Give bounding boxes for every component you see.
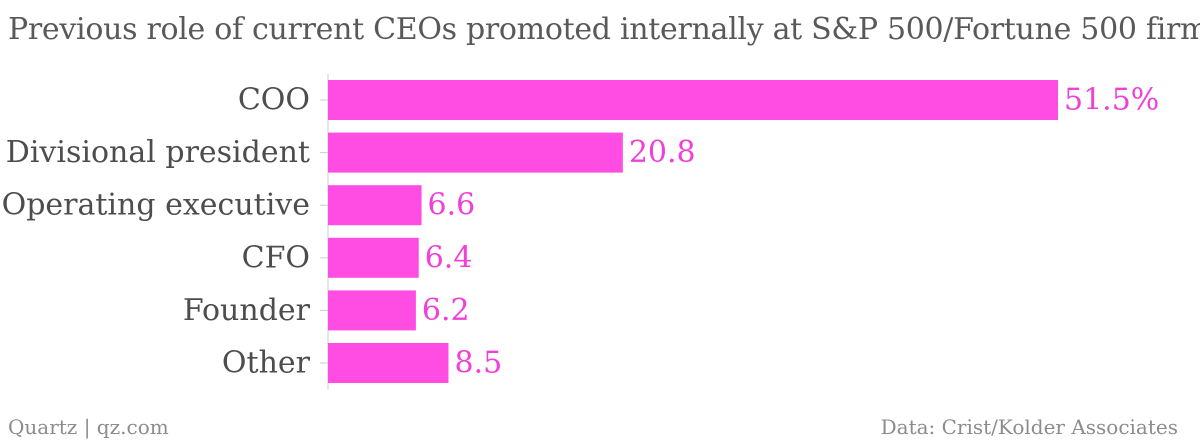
category-labels: COO Divisional president Operating executi… — [2, 83, 311, 381]
bars — [328, 80, 1058, 383]
category-label: Divisional president — [6, 135, 310, 170]
value-labels: 51.5% 20.8 6.6 6.4 6.2 8.5 — [422, 83, 1159, 381]
category-label: Operating executive — [2, 188, 310, 223]
bar — [328, 237, 419, 278]
value-label: 6.4 — [425, 240, 473, 275]
bar — [328, 80, 1058, 120]
footer-source-left: Quartz | qz.com — [8, 415, 169, 439]
value-label: 20.8 — [629, 135, 696, 170]
y-axis — [320, 73, 329, 390]
bar — [328, 132, 623, 173]
category-label: CFO — [242, 240, 310, 275]
category-label: Other — [222, 346, 311, 381]
category-label: Founder — [183, 293, 311, 328]
value-label: 6.2 — [422, 293, 470, 328]
value-label: 51.5% — [1064, 83, 1159, 118]
chart-title: Previous role of current CEOs promoted i… — [8, 12, 1200, 47]
value-label: 8.5 — [454, 346, 502, 381]
bar — [328, 290, 416, 331]
bar — [328, 185, 422, 226]
category-label: COO — [238, 83, 310, 118]
value-label: 6.6 — [428, 188, 476, 223]
footer-source-right: Data: Crist/Kolder Associates — [880, 415, 1178, 439]
bar — [328, 343, 449, 383]
